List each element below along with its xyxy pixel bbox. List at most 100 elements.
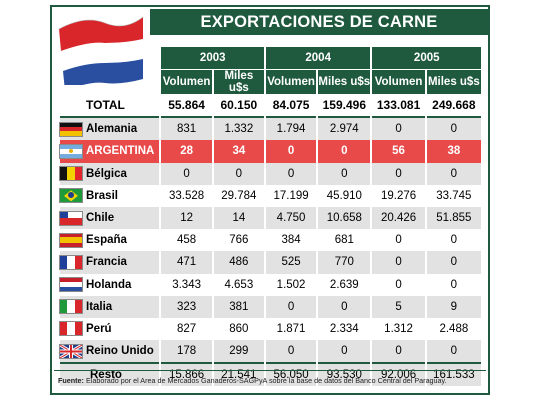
- exports-table: 2003 2004 2005 Volumen Miles u$s Volumen…: [58, 47, 483, 387]
- uk-flag-icon: [60, 344, 82, 358]
- value-cell: 51.855: [426, 206, 481, 230]
- value-cell: 2.974: [318, 118, 371, 141]
- country-cell: España: [60, 229, 159, 251]
- col-volumen: Volumen: [161, 69, 212, 95]
- country-cell: Francia: [60, 251, 160, 274]
- value-cell: 766: [229, 234, 249, 247]
- resto-value: 92.006: [372, 362, 425, 387]
- value-cell: 0: [318, 295, 371, 318]
- total-value: 133.081: [372, 94, 425, 119]
- table-row: ARGENTINA 28 34 0 0 56 38: [60, 140, 481, 163]
- value-cell: 1.794: [265, 118, 317, 141]
- value-cell: 1.502: [276, 278, 306, 291]
- value-cell: 29.784: [221, 189, 257, 202]
- france-flag-icon: [60, 255, 82, 269]
- resto-value: 56.050: [265, 362, 317, 387]
- resto-label: Resto: [60, 362, 160, 387]
- italy-flag-icon: [60, 300, 82, 314]
- value-cell: 0: [426, 162, 481, 185]
- source-label: Fuente:: [58, 376, 84, 385]
- value-cell: 0: [318, 140, 371, 163]
- value-cell: 0: [395, 278, 402, 291]
- value-cell: 0: [372, 162, 425, 185]
- value-cell: 458: [177, 234, 197, 247]
- value-cell: 4.750: [265, 206, 317, 230]
- year-header-2005: 2005: [372, 47, 481, 70]
- country-name: Perú: [86, 322, 112, 335]
- resto-row: Resto 15.866 21.541 56.050 93.530 92.006…: [60, 362, 481, 387]
- value-cell: 17.199: [273, 189, 309, 202]
- table-row: Holanda 3.343 4.653 1.502 2.639 0 0: [60, 274, 481, 296]
- value-cell: 323: [161, 295, 212, 318]
- country-cell: Holanda: [60, 274, 159, 296]
- country-name: Italia: [86, 300, 113, 313]
- table-row: España 458 766 384 681 0 0: [60, 229, 481, 251]
- year-header-2004: 2004: [265, 47, 371, 70]
- country-name: ARGENTINA: [86, 145, 155, 158]
- country-name: Francia: [86, 256, 127, 269]
- total-value: 60.150: [213, 94, 264, 119]
- resto-value: 161.533: [426, 362, 481, 387]
- table-row: Alemania 831 1.332 1.794 2.974 0 0: [60, 118, 481, 141]
- country-name: Reino Unido: [86, 345, 154, 358]
- value-cell: 827: [177, 322, 197, 335]
- country-name: Alemania: [86, 123, 138, 136]
- table-row: Francia 471 486 525 770 0 0: [60, 251, 481, 274]
- value-cell: 38: [426, 140, 481, 163]
- value-cell: 1.312: [384, 322, 413, 335]
- value-cell: 0: [265, 340, 317, 363]
- value-cell: 45.910: [326, 189, 362, 202]
- country-name: Brasil: [86, 189, 118, 202]
- belgium-flag-icon: [60, 167, 82, 181]
- country-cell: Brasil: [60, 185, 159, 207]
- country-name: Holanda: [86, 278, 132, 291]
- value-cell: 471: [161, 251, 212, 274]
- value-cell: 12: [161, 206, 212, 230]
- country-cell: Chile: [60, 206, 160, 230]
- value-cell: 34: [213, 140, 264, 163]
- peru-flag-icon: [60, 322, 82, 336]
- table-row: Reino Unido 178 299 0 0 0 0: [60, 340, 481, 363]
- table-row: Perú 827 860 1.871 2.334 1.312 2.488: [60, 318, 481, 340]
- value-cell: 4.653: [224, 278, 254, 291]
- value-cell: 860: [229, 322, 249, 335]
- resto-value: 15.866: [161, 362, 212, 387]
- year-header-2003: 2003: [161, 47, 264, 70]
- col-miles: Miles u$s: [426, 69, 481, 95]
- country-cell: Alemania: [60, 118, 160, 141]
- value-cell: 0: [318, 162, 371, 185]
- value-cell: 681: [334, 234, 354, 247]
- value-cell: 0: [450, 234, 458, 247]
- total-value: 84.075: [265, 94, 317, 119]
- value-cell: 0: [426, 118, 481, 141]
- value-cell: 3.343: [172, 278, 201, 291]
- value-cell: 770: [318, 251, 371, 274]
- value-cell: 525: [265, 251, 317, 274]
- brazil-flag-icon: [60, 189, 82, 203]
- country-cell: Bélgica: [60, 162, 160, 185]
- value-cell: 0: [318, 340, 371, 363]
- country-cell: Reino Unido: [60, 340, 160, 363]
- page-title: EXPORTACIONES DE CARNE PARAGUAYA: [150, 9, 488, 57]
- value-cell: 33.745: [436, 189, 472, 202]
- value-cell: 0: [372, 118, 425, 141]
- value-cell: 299: [213, 340, 264, 363]
- country-name: Chile: [86, 212, 115, 225]
- country-cell: ARGENTINA: [60, 140, 160, 163]
- value-cell: 9: [426, 295, 481, 318]
- col-volumen: Volumen: [265, 69, 317, 95]
- value-cell: 0: [265, 140, 317, 163]
- netherlands-flag-icon: [58, 16, 144, 85]
- value-cell: 0: [450, 278, 458, 291]
- value-cell: 0: [426, 251, 481, 274]
- source-note: Fuente: Elaborado por el Area de Mercado…: [58, 376, 447, 385]
- value-cell: 0: [265, 295, 317, 318]
- col-miles: Miles u$s: [213, 69, 264, 95]
- chile-flag-icon: [60, 211, 82, 225]
- value-cell: 1.332: [213, 118, 264, 141]
- value-cell: 0: [372, 340, 425, 363]
- value-cell: 5: [372, 295, 425, 318]
- value-cell: 486: [213, 251, 264, 274]
- col-miles: Miles u$s: [318, 69, 371, 95]
- table-row: Italia 323 381 0 0 5 9: [60, 295, 481, 318]
